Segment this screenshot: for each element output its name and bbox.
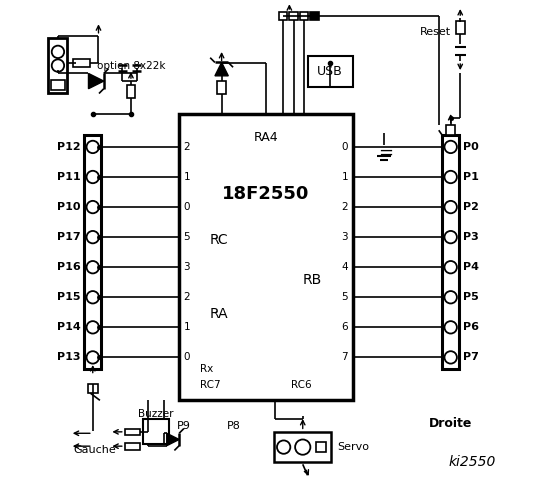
- Circle shape: [87, 351, 99, 364]
- Text: 2: 2: [341, 202, 348, 212]
- Text: P17: P17: [57, 232, 81, 242]
- Text: 2: 2: [184, 142, 190, 152]
- Text: 2: 2: [184, 292, 190, 302]
- Text: P1: P1: [463, 172, 478, 182]
- Bar: [316, 443, 326, 452]
- Circle shape: [87, 261, 99, 274]
- Text: RC7: RC7: [200, 380, 221, 390]
- Text: P6: P6: [463, 323, 478, 332]
- Text: P10: P10: [58, 202, 81, 212]
- Circle shape: [87, 171, 99, 183]
- Bar: [274, 432, 331, 462]
- Polygon shape: [215, 62, 228, 76]
- Text: Servo: Servo: [337, 442, 369, 452]
- Bar: [442, 135, 460, 369]
- Text: P2: P2: [463, 202, 478, 212]
- Text: Rx: Rx: [200, 364, 213, 374]
- Polygon shape: [167, 433, 179, 446]
- Bar: [456, 21, 465, 34]
- Text: 1: 1: [341, 172, 348, 182]
- Circle shape: [52, 60, 64, 72]
- Text: 6: 6: [341, 323, 348, 332]
- Text: Reset: Reset: [420, 27, 451, 37]
- Bar: [446, 125, 456, 135]
- Text: P14: P14: [57, 323, 81, 332]
- Text: 1: 1: [184, 323, 190, 332]
- Text: 4: 4: [341, 262, 348, 272]
- Text: 7: 7: [341, 352, 348, 362]
- Text: Gauche: Gauche: [74, 445, 117, 455]
- Text: RC: RC: [210, 232, 228, 247]
- Bar: [125, 443, 140, 449]
- Bar: [51, 80, 65, 90]
- Circle shape: [445, 321, 457, 334]
- Bar: [217, 81, 226, 95]
- Circle shape: [87, 231, 99, 243]
- Text: 5: 5: [184, 232, 190, 242]
- Circle shape: [445, 171, 457, 183]
- Bar: [310, 12, 319, 21]
- Bar: [49, 38, 67, 93]
- Bar: [127, 85, 135, 98]
- Text: RC6: RC6: [291, 380, 311, 390]
- Text: P12: P12: [57, 142, 81, 152]
- Bar: [84, 135, 101, 369]
- Text: P8: P8: [227, 421, 241, 431]
- Text: 3: 3: [184, 262, 190, 272]
- Text: 0: 0: [184, 202, 190, 212]
- Bar: [179, 114, 353, 400]
- Circle shape: [445, 141, 457, 153]
- Circle shape: [87, 201, 99, 213]
- Text: 3: 3: [341, 232, 348, 242]
- Circle shape: [277, 441, 290, 454]
- Text: Droite: Droite: [429, 417, 472, 430]
- Circle shape: [87, 321, 99, 334]
- Text: 0: 0: [184, 352, 190, 362]
- Text: P7: P7: [463, 352, 478, 362]
- Bar: [300, 12, 309, 21]
- Text: Buzzer: Buzzer: [138, 408, 174, 419]
- Circle shape: [445, 291, 457, 303]
- Text: 18F2550: 18F2550: [222, 185, 310, 203]
- Text: P4: P4: [463, 262, 478, 272]
- Bar: [125, 429, 140, 435]
- Text: RA4: RA4: [253, 131, 278, 144]
- Circle shape: [445, 261, 457, 274]
- Text: P9: P9: [176, 421, 190, 431]
- Text: RB: RB: [302, 273, 322, 287]
- Circle shape: [445, 201, 457, 213]
- Text: P0: P0: [463, 142, 478, 152]
- Text: P15: P15: [58, 292, 81, 302]
- Text: 1: 1: [184, 172, 190, 182]
- Text: RA: RA: [210, 307, 228, 321]
- Text: P13: P13: [58, 352, 81, 362]
- Circle shape: [52, 46, 64, 58]
- Circle shape: [87, 291, 99, 303]
- Bar: [307, 56, 353, 87]
- Bar: [88, 384, 97, 393]
- Circle shape: [445, 351, 457, 364]
- Text: ki2550: ki2550: [448, 455, 496, 469]
- Text: USB: USB: [317, 65, 343, 78]
- Text: 0: 0: [342, 142, 348, 152]
- Polygon shape: [88, 73, 104, 89]
- Text: P3: P3: [463, 232, 478, 242]
- Bar: [74, 59, 90, 67]
- Bar: [143, 420, 169, 444]
- Circle shape: [295, 440, 310, 455]
- Text: P5: P5: [463, 292, 478, 302]
- Circle shape: [87, 141, 99, 153]
- Circle shape: [445, 231, 457, 243]
- Text: $=$: $=$: [374, 143, 393, 161]
- Text: P11: P11: [57, 172, 81, 182]
- Text: 5: 5: [341, 292, 348, 302]
- Bar: [289, 12, 298, 21]
- Text: option 8x22k: option 8x22k: [97, 61, 165, 71]
- Bar: [279, 12, 288, 21]
- Text: P16: P16: [57, 262, 81, 272]
